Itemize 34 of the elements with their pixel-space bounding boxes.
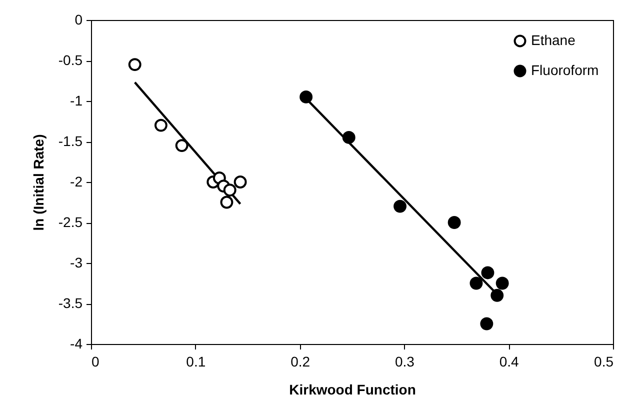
y-tick-label: -1.5	[58, 133, 83, 149]
y-tick-label: -3	[70, 254, 83, 270]
y-tick-label: -4	[70, 336, 83, 352]
point	[342, 130, 356, 144]
point	[300, 90, 313, 104]
point	[490, 288, 504, 302]
point	[496, 276, 509, 290]
point	[448, 216, 461, 229]
x-tick-label: 0.2	[290, 354, 310, 370]
y-axis-title: ln (Initial Rate)	[30, 134, 46, 231]
legend-label: Ethane	[531, 32, 576, 48]
x-tick-label: 0	[92, 354, 100, 370]
legend-label: Fluoroform	[531, 62, 599, 78]
x-tick-label: 0.1	[186, 354, 206, 370]
x-tick-label: 0.4	[499, 354, 520, 370]
point	[175, 139, 188, 152]
y-tick-label: -2.5	[58, 214, 83, 230]
point	[480, 317, 494, 330]
y-tick-label: -2	[70, 174, 83, 190]
point	[234, 176, 247, 188]
point	[470, 276, 483, 290]
point	[128, 58, 142, 72]
x-tick-label: 0.5	[594, 354, 614, 370]
y-tick-label: 0	[74, 12, 83, 28]
x-axis-title: Kirkwood Function	[289, 382, 416, 398]
y-tick-label: -3.5	[58, 295, 83, 311]
x-tick-label: 0.3	[394, 354, 415, 370]
point	[223, 184, 236, 197]
point	[481, 266, 494, 280]
point	[220, 196, 234, 209]
point	[154, 118, 168, 132]
point	[394, 200, 406, 213]
y-tick-label: -1	[70, 92, 83, 108]
y-tick-label: -0.5	[58, 52, 83, 68]
